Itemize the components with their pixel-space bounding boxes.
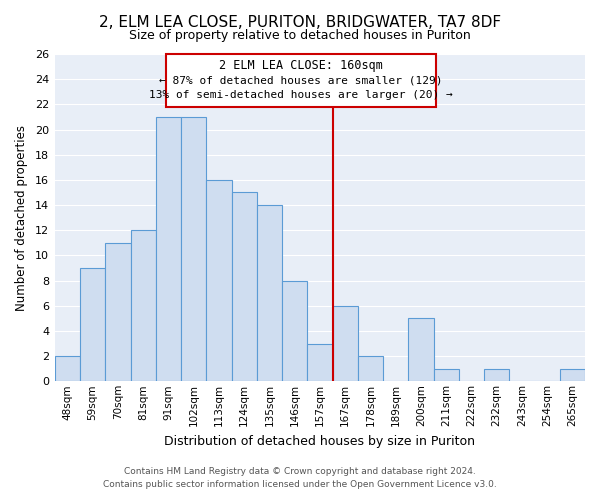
Bar [156,117,181,382]
Bar [484,368,509,382]
Bar [206,180,232,382]
Bar [560,368,585,382]
X-axis label: Distribution of detached houses by size in Puriton: Distribution of detached houses by size … [164,434,475,448]
Text: Size of property relative to detached houses in Puriton: Size of property relative to detached ho… [129,29,471,42]
Bar [55,356,80,382]
Text: Contains HM Land Registry data © Crown copyright and database right 2024.
Contai: Contains HM Land Registry data © Crown c… [103,467,497,489]
FancyBboxPatch shape [166,54,436,107]
Text: ← 87% of detached houses are smaller (129): ← 87% of detached houses are smaller (12… [159,76,443,86]
Bar [358,356,383,382]
Bar [433,368,459,382]
Text: 2, ELM LEA CLOSE, PURITON, BRIDGWATER, TA7 8DF: 2, ELM LEA CLOSE, PURITON, BRIDGWATER, T… [99,15,501,30]
Bar [257,205,282,382]
Text: 2 ELM LEA CLOSE: 160sqm: 2 ELM LEA CLOSE: 160sqm [219,59,383,72]
Bar [80,268,105,382]
Text: 13% of semi-detached houses are larger (20) →: 13% of semi-detached houses are larger (… [149,90,453,100]
Y-axis label: Number of detached properties: Number of detached properties [15,124,28,310]
Bar [181,117,206,382]
Bar [332,306,358,382]
Bar [105,243,131,382]
Bar [282,280,307,382]
Bar [232,192,257,382]
Bar [131,230,156,382]
Bar [307,344,332,382]
Bar [408,318,433,382]
